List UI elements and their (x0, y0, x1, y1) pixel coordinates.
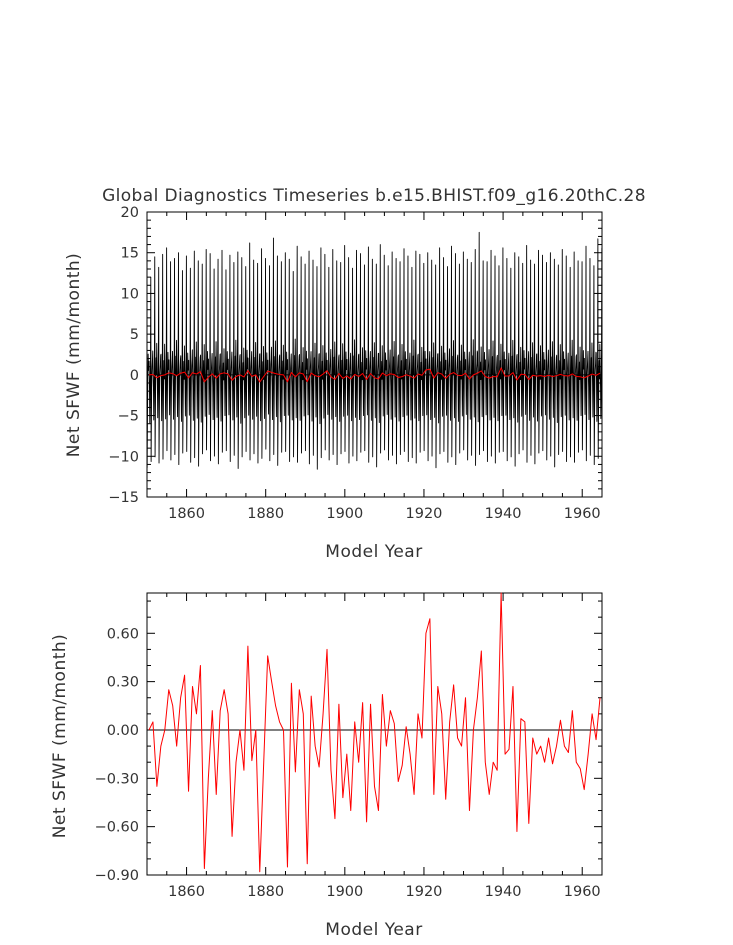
series-line-annual-mean (148, 367, 601, 383)
y-tick-label: 20 (121, 205, 139, 221)
series-line-annual-mean (148, 592, 601, 873)
x-axis-label: Model Year (325, 542, 422, 562)
chart-title: Global Diagnostics Timeseries b.e15.BHIS… (102, 186, 646, 206)
plot-frame (146, 211, 603, 498)
y-axis-label: Net SFWF (mm/month) (50, 634, 70, 839)
x-tick-label: 1900 (326, 884, 363, 900)
x-tick-label: 1880 (247, 884, 284, 900)
x-tick-label: 1940 (485, 884, 522, 900)
y-tick-label: −5 (118, 409, 139, 425)
y-tick-label: 15 (121, 246, 139, 262)
x-tick-label: 1940 (485, 506, 522, 522)
series-line-monthly (146, 231, 603, 470)
y-tick-label: 5 (130, 327, 139, 343)
y-axis-label: Net SFWF (mm/month) (64, 253, 84, 458)
timeseries-panel-monthly: Global Diagnostics Timeseries b.e15.BHIS… (64, 186, 646, 562)
y-tick-label: −0.60 (95, 820, 139, 836)
x-tick-label: 1960 (564, 506, 601, 522)
y-tick-label: 0.60 (107, 626, 139, 642)
y-tick-label: −15 (108, 490, 139, 506)
x-axis-label: Model Year (325, 920, 422, 940)
x-tick-label: 1920 (406, 884, 443, 900)
y-tick-label: −0.30 (95, 771, 139, 787)
x-tick-label: 1900 (326, 506, 363, 522)
timeseries-panel-annual: Model Year Net SFWF (mm/month) 1860 1880 1… (50, 592, 603, 940)
y-tick-label: 10 (121, 286, 139, 302)
y-tick-label: 0.30 (107, 675, 139, 691)
x-tick-label: 1860 (168, 884, 205, 900)
x-tick-label: 1960 (564, 884, 601, 900)
x-tick-label: 1920 (406, 506, 443, 522)
y-tick-label: −10 (108, 449, 139, 465)
plot-frame (146, 592, 603, 876)
y-tick-label: 0.00 (107, 723, 139, 739)
y-tick-label: 0 (130, 368, 139, 384)
x-tick-label: 1880 (247, 506, 284, 522)
x-tick-label: 1860 (168, 506, 205, 522)
y-tick-label: −0.90 (95, 868, 139, 884)
